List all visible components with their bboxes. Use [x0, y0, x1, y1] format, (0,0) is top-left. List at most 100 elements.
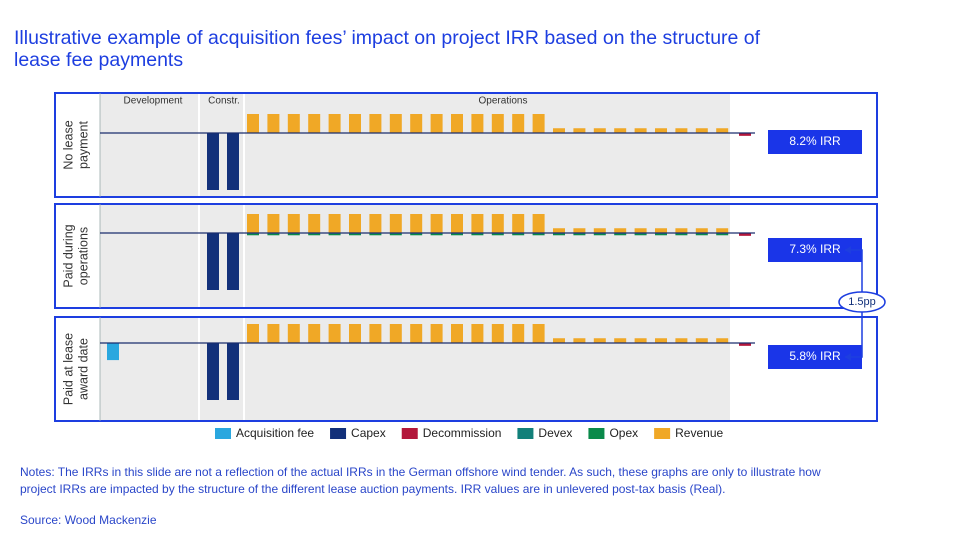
panel-label: operations [76, 227, 90, 285]
bar-segment [532, 324, 545, 343]
legend-label: Opex [609, 426, 638, 440]
bar-segment [369, 233, 382, 236]
bar-segment [553, 338, 565, 343]
legend-swatch [517, 428, 534, 439]
comparison-badge [838, 291, 886, 313]
bar-segment [287, 233, 300, 236]
bar-segment [512, 324, 525, 343]
bar-segment [593, 338, 606, 343]
bar-segment [430, 114, 443, 133]
bar-segment [410, 114, 423, 133]
bar-segment [207, 233, 219, 290]
bar-segment [247, 233, 259, 236]
panel-label: payment [76, 121, 90, 169]
bar-segment [247, 214, 259, 233]
bar-segment [655, 128, 667, 133]
bar-segment [410, 233, 423, 236]
bar-segment [451, 324, 463, 343]
bar-segment [247, 114, 259, 133]
bar-segment [389, 114, 402, 133]
bar-segment [491, 214, 504, 233]
bar-segment [593, 128, 606, 133]
bar-segment [287, 114, 300, 133]
legend-swatch [215, 428, 231, 439]
bar-segment [512, 214, 525, 233]
bar-segment [716, 128, 729, 133]
bar-segment [553, 128, 565, 133]
bar-segment [410, 324, 423, 343]
bar-segment [430, 214, 443, 233]
bar-segment [491, 114, 504, 133]
legend-label: Acquisition fee [236, 426, 314, 440]
bar-segment [308, 233, 321, 236]
bar-segment [389, 214, 402, 233]
notes-line: Notes: The IRRs in this slide are not a … [20, 465, 821, 479]
bar-segment [369, 214, 382, 233]
bar-segment [471, 114, 484, 133]
bar-segment [471, 233, 484, 236]
bar-segment [573, 128, 586, 133]
phase-background [245, 205, 730, 307]
irr-label: 7.3% IRR [789, 242, 841, 256]
bar-segment [716, 338, 729, 343]
phase-background [100, 318, 198, 420]
bar-segment [369, 324, 382, 343]
irr-label: 5.8% IRR [789, 349, 841, 363]
phase-label: Operations [479, 96, 528, 107]
bar-segment [389, 324, 402, 343]
bar-segment [634, 228, 647, 233]
bar-segment [634, 338, 647, 343]
bar-segment [716, 233, 729, 236]
bar-segment [369, 114, 382, 133]
bar-segment [451, 214, 463, 233]
bar-segment [410, 214, 423, 233]
bar-segment [267, 324, 280, 343]
bar-segment [675, 128, 688, 133]
bar-segment [739, 133, 751, 136]
bar-segment [430, 324, 443, 343]
legend-label: Decommission [423, 426, 502, 440]
legend-swatch [654, 428, 671, 439]
phase-background [100, 94, 198, 196]
panel-label: No lease [61, 120, 75, 169]
bar-segment [349, 114, 361, 133]
legend-swatch [401, 428, 418, 439]
bar-segment [207, 343, 219, 400]
bar-segment [532, 214, 545, 233]
bar-segment [107, 343, 119, 361]
bar-segment [207, 133, 219, 190]
bar-segment [675, 233, 688, 236]
bar-segment [247, 324, 259, 343]
irr-box [768, 130, 862, 154]
bar-segment [287, 214, 300, 233]
bar-segment [308, 114, 321, 133]
phase-background [245, 94, 730, 196]
bar-segment [328, 233, 341, 236]
legend-label: Revenue [675, 426, 723, 440]
bar-segment [614, 228, 627, 233]
notes-line: project IRRs are impacted by the structu… [20, 482, 725, 496]
bar-segment [593, 228, 606, 233]
bar-segment [512, 114, 525, 133]
bar-segment [614, 338, 627, 343]
bar-segment [634, 128, 647, 133]
bar-segment [532, 233, 545, 236]
panel-label: Paid at lease [61, 333, 75, 405]
phase-label: Development [124, 96, 183, 107]
bar-segment [695, 128, 708, 133]
bar-segment [267, 214, 280, 233]
bar-segment [349, 214, 361, 233]
bar-segment [267, 114, 280, 133]
bar-segment [491, 324, 504, 343]
title-line: lease fee payments [14, 49, 183, 71]
bar-segment [512, 233, 525, 236]
bar-segment [614, 233, 627, 236]
bar-segment [716, 228, 729, 233]
phase-background [100, 205, 198, 307]
legend-swatch [588, 428, 605, 439]
bar-segment [573, 338, 586, 343]
bar-segment [308, 214, 321, 233]
bar-segment [675, 228, 688, 233]
legend-label: Capex [351, 426, 386, 440]
